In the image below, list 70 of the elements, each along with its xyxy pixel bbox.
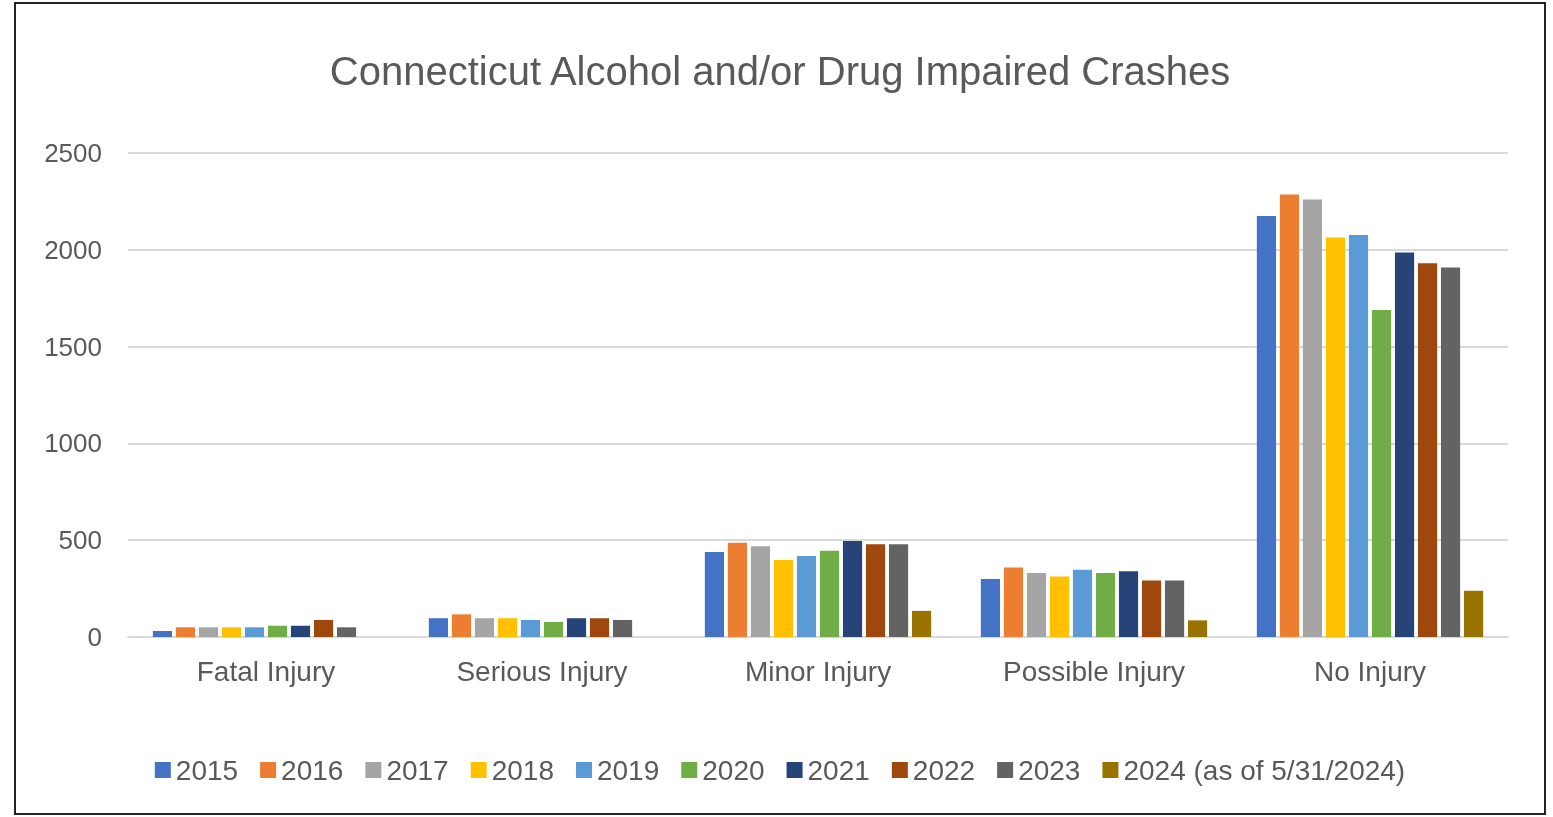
bar bbox=[1118, 571, 1139, 637]
bar bbox=[1463, 590, 1484, 637]
bar bbox=[911, 610, 932, 637]
bar bbox=[221, 627, 242, 637]
legend-label: 2016 bbox=[281, 754, 344, 786]
bar bbox=[888, 544, 909, 637]
bar bbox=[290, 625, 311, 637]
bar bbox=[1187, 620, 1208, 637]
bar bbox=[1279, 194, 1300, 637]
y-tick-label: 500 bbox=[58, 525, 102, 556]
bar bbox=[589, 618, 610, 637]
x-tick-label: No Injury bbox=[1313, 655, 1427, 687]
bar bbox=[1348, 234, 1369, 637]
bar bbox=[451, 614, 472, 637]
bar bbox=[175, 627, 196, 637]
bar bbox=[474, 618, 495, 637]
bar bbox=[1003, 567, 1024, 637]
bar bbox=[1026, 573, 1047, 637]
bar bbox=[497, 618, 518, 637]
bar bbox=[1325, 237, 1346, 637]
bar bbox=[865, 544, 886, 637]
x-tick-label: Serious Injury bbox=[456, 655, 628, 687]
legend-label: 2021 bbox=[807, 754, 870, 786]
legend-label: 2023 bbox=[1018, 754, 1081, 786]
legend-label: 2022 bbox=[912, 754, 976, 786]
bar bbox=[1417, 263, 1438, 637]
bar bbox=[336, 627, 357, 637]
bar bbox=[267, 625, 288, 637]
legend-label: 2017 bbox=[386, 754, 449, 786]
bar bbox=[819, 550, 840, 637]
bar bbox=[198, 627, 219, 637]
bar bbox=[1371, 310, 1392, 637]
bar bbox=[1394, 252, 1415, 637]
y-tick-label: 1000 bbox=[44, 428, 102, 459]
y-tick-label: 0 bbox=[87, 622, 102, 652]
bar bbox=[750, 546, 771, 637]
y-tick-label: 1500 bbox=[44, 331, 102, 362]
bar bbox=[1141, 580, 1162, 637]
bar bbox=[543, 621, 564, 637]
bar bbox=[244, 627, 265, 637]
bar bbox=[1302, 199, 1323, 637]
bar bbox=[1256, 215, 1277, 637]
legend-label: 2015 bbox=[175, 754, 239, 786]
bar bbox=[773, 559, 794, 637]
bar bbox=[1164, 580, 1185, 637]
chart-title: Connecticut Alcohol and/or Drug Impaired Crashes bbox=[329, 49, 1231, 93]
bar bbox=[612, 619, 633, 637]
bar bbox=[1440, 267, 1461, 637]
bar bbox=[152, 631, 173, 637]
y-tick-label: 2500 bbox=[44, 138, 102, 168]
bar bbox=[796, 555, 817, 637]
bar bbox=[520, 619, 541, 637]
bar bbox=[842, 540, 863, 637]
bar bbox=[313, 619, 334, 637]
x-tick-label: Possible Injury bbox=[1002, 655, 1186, 687]
x-tick-label: Fatal Injury bbox=[196, 655, 336, 687]
bar bbox=[704, 552, 725, 637]
x-tick-label: Minor Injury bbox=[744, 655, 892, 687]
y-tick-label: 2000 bbox=[44, 234, 102, 265]
legend-label: 2019 bbox=[596, 754, 660, 786]
bar bbox=[566, 618, 587, 637]
bar bbox=[980, 579, 1001, 637]
bar bbox=[1095, 573, 1116, 637]
legend-label: 2018 bbox=[491, 754, 554, 786]
bar bbox=[1049, 576, 1070, 637]
legend-label: 2020 bbox=[702, 754, 765, 786]
bar bbox=[428, 618, 449, 637]
legend-label: 2024 (as of 5/31/2024) bbox=[1123, 754, 1406, 786]
bar bbox=[1072, 569, 1093, 637]
bar bbox=[727, 542, 748, 637]
